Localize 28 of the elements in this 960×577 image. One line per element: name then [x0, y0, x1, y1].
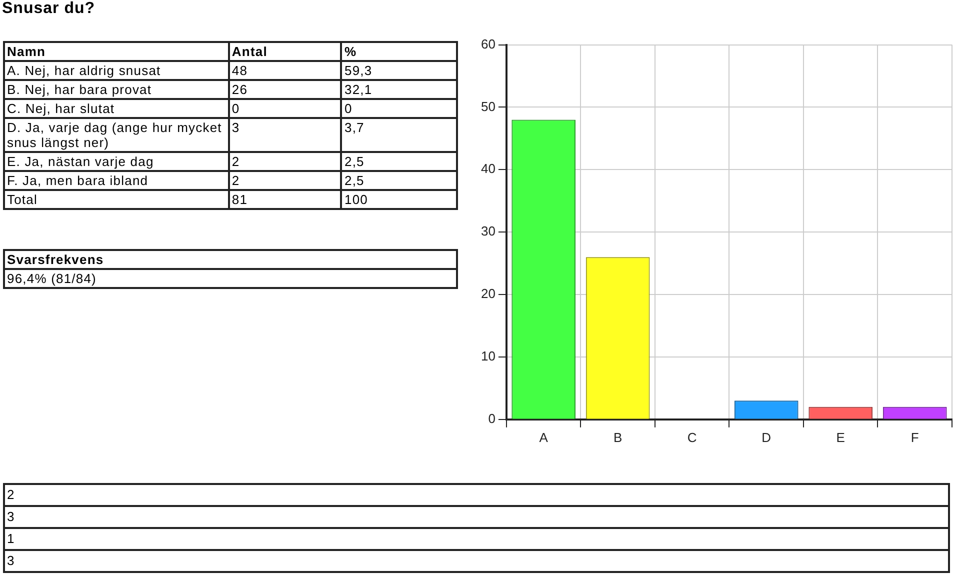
text: A. Nej, har aldrig snusat 48 59,3: [7, 63, 372, 78]
text: 96,4% (81/84): [4, 269, 457, 288]
text: Svarsfrekvens: [4, 250, 457, 269]
text: C. Nej, har slutat 0 0: [7, 101, 352, 116]
text: Total 81 100: [7, 192, 368, 207]
y-tick-label: 60: [480, 36, 496, 52]
text: F. Ja, men bara ibland 2 2,5: [7, 173, 364, 188]
text: 3: [4, 506, 949, 528]
text: B. Nej, har bara provat 26 32,1: [7, 82, 372, 97]
y-tick-label: 30: [480, 224, 496, 239]
y-tick-label: 40: [480, 161, 496, 176]
y-tick-label: 20: [480, 286, 496, 302]
x-tick-label: A: [539, 430, 548, 445]
y-tick-label: 50: [480, 98, 496, 114]
text: 2: [4, 484, 949, 506]
y-tick-label: 0: [488, 410, 496, 426]
text: Namn Antal %: [7, 44, 357, 59]
text: Snusar du?: [2, 0, 96, 18]
text: D. Ja, varje dag (ange hur mycket snus längst ner) 3 3,7: [7, 120, 364, 150]
y-tick-label: 10: [480, 348, 496, 364]
x-tick-label: E: [836, 430, 846, 445]
text: E. Ja, nästan varje dag 2 2,5: [7, 154, 364, 169]
text: 3: [4, 550, 949, 572]
text: 1: [4, 528, 949, 550]
x-tick-label: C: [687, 430, 697, 445]
x-tick-label: B: [614, 430, 622, 445]
x-tick-label: D: [762, 430, 772, 445]
x-tick-label: F: [910, 430, 919, 445]
